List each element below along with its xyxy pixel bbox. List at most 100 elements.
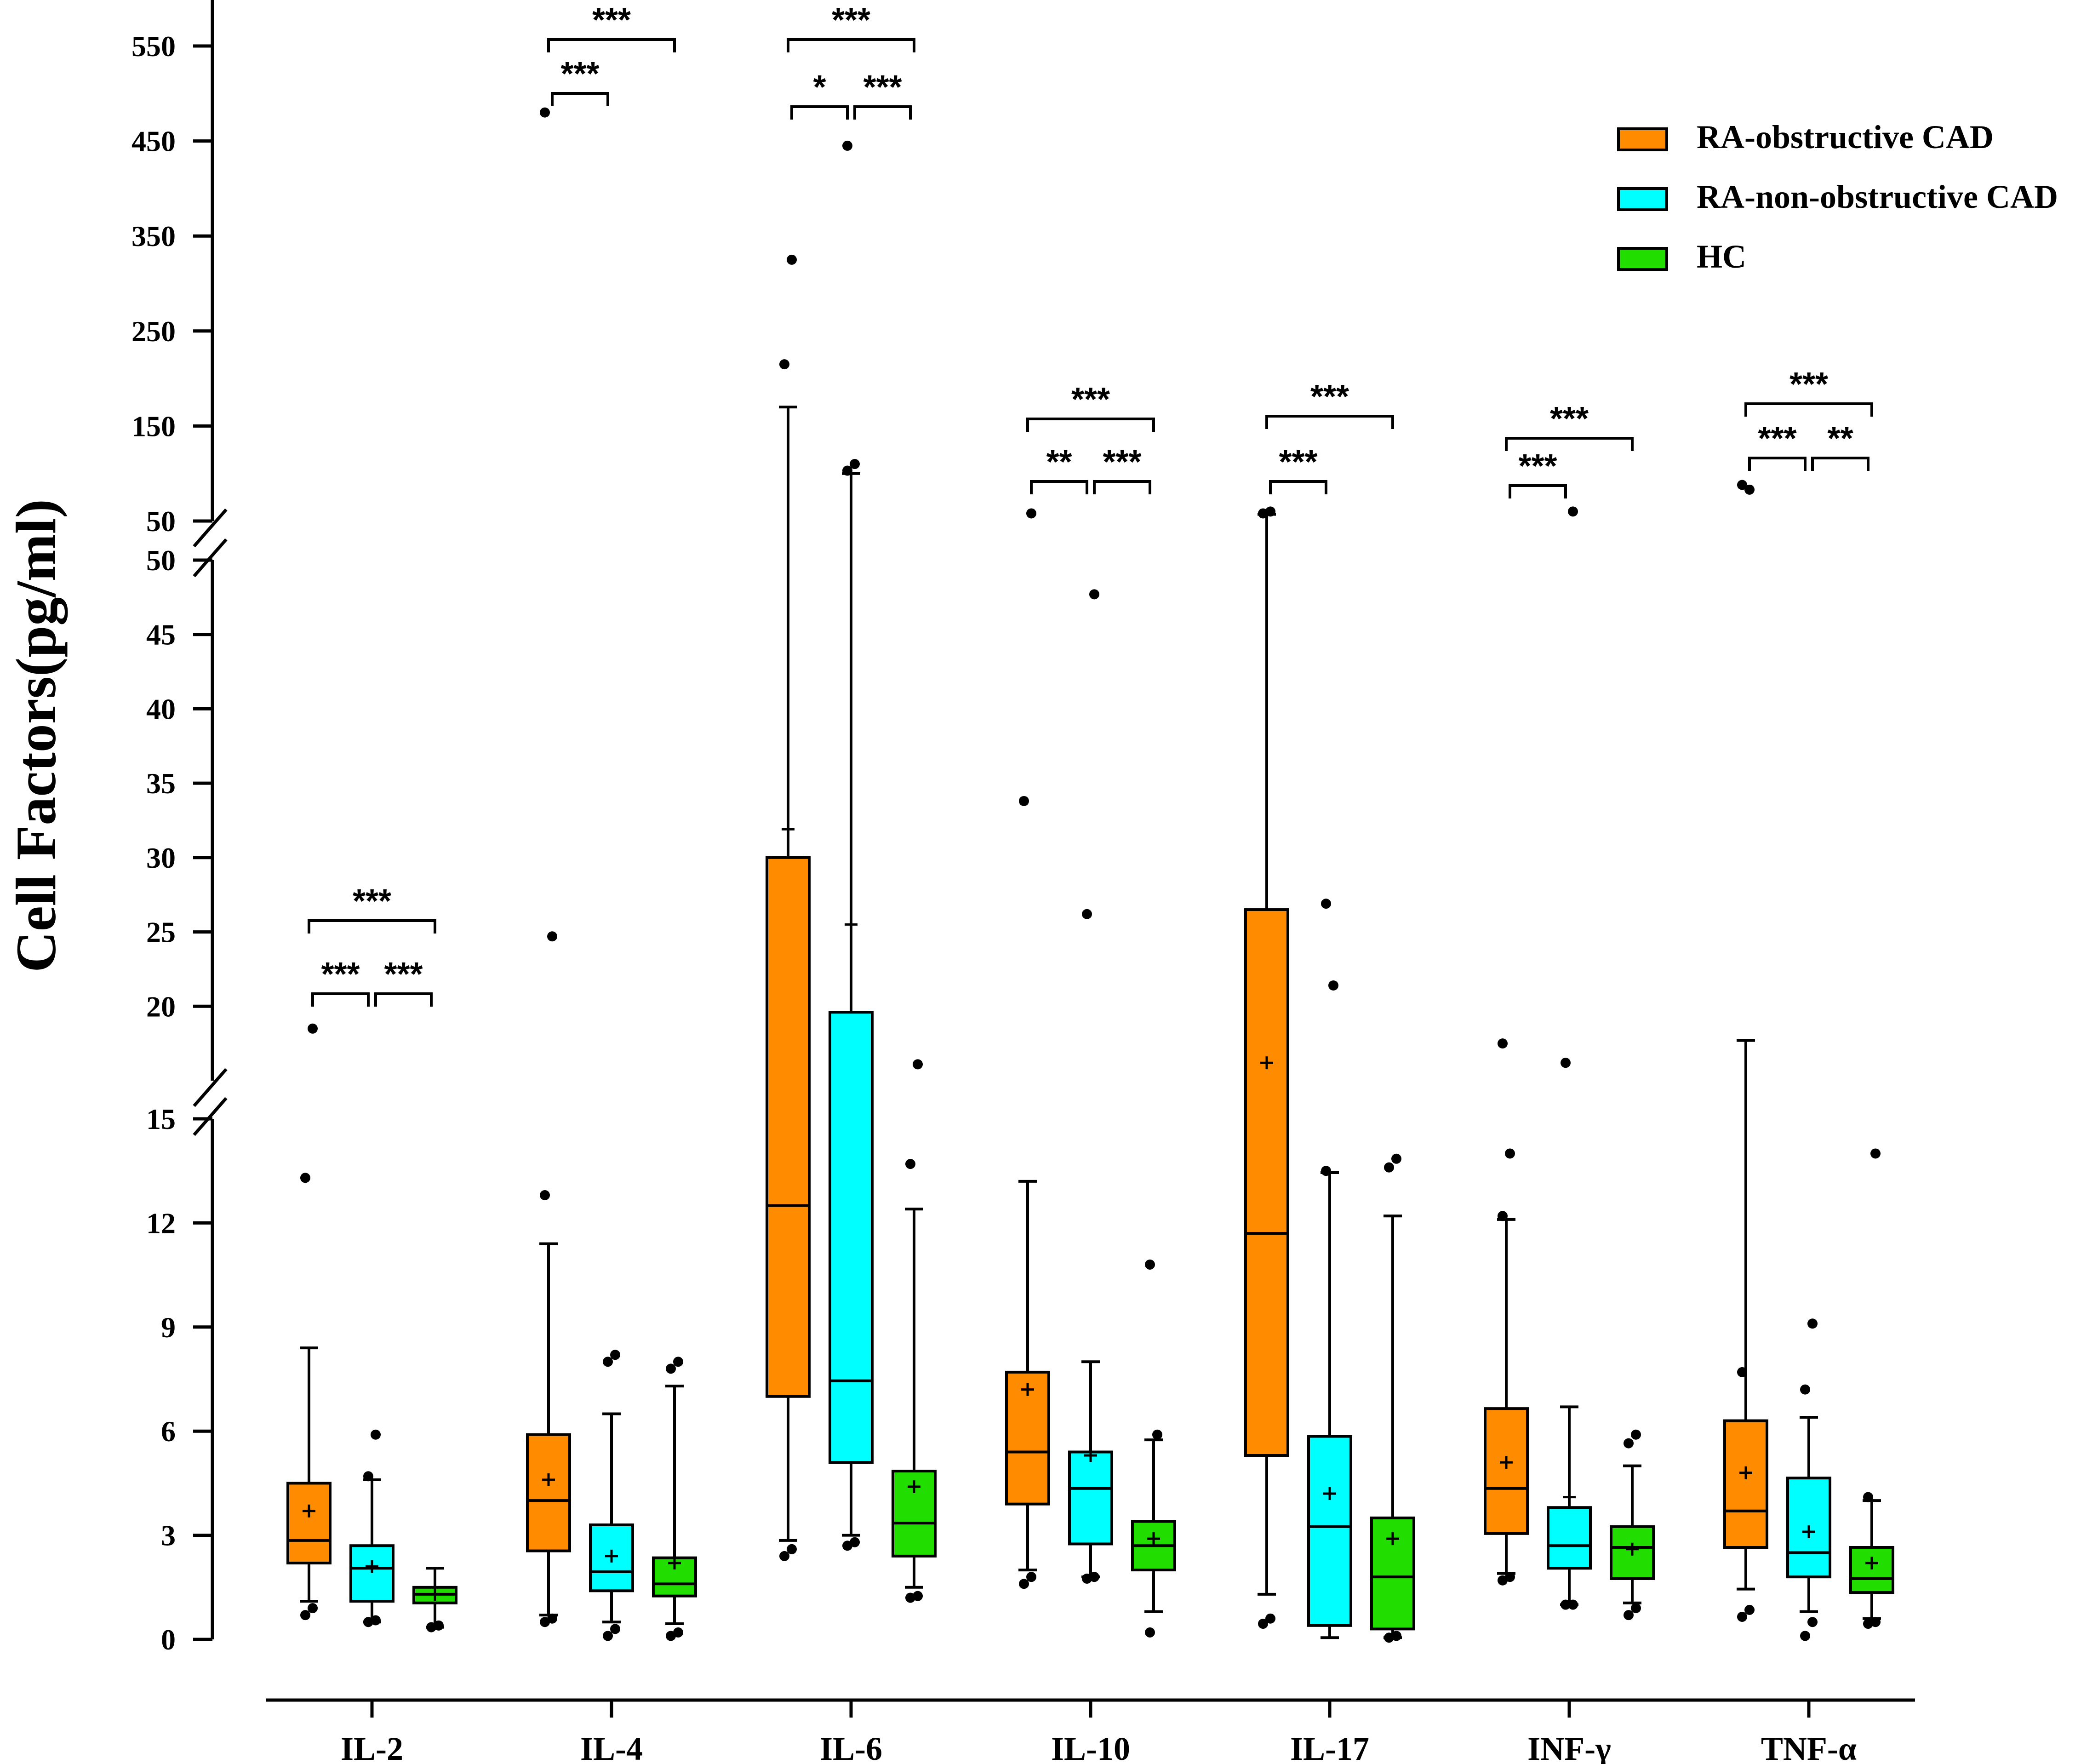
y-tick-label: 0 <box>161 1623 176 1656</box>
legend-item: HC <box>1617 238 1746 275</box>
outlier-point <box>1321 1166 1331 1176</box>
significance-label: *** <box>1758 420 1796 457</box>
significance-layer: *** ************* ******** ****************… <box>308 2 1873 1007</box>
outlier-point <box>850 1537 860 1547</box>
significance-label: *** <box>592 2 631 39</box>
outlier-point <box>1145 1259 1155 1270</box>
outlier-point <box>1265 506 1275 517</box>
boxes-layer <box>286 107 1894 1643</box>
box-IL-4-HC <box>652 1357 697 1641</box>
bracket-line <box>1026 418 1155 432</box>
outlier-point <box>603 1357 613 1367</box>
box-IL-6-RA-obstructive-CAD <box>766 254 811 1561</box>
box-INF-γ-RA-non-obstructive-CAD <box>1547 506 1592 1610</box>
outlier-point <box>1800 1384 1810 1395</box>
y-tick-label: 350 <box>131 220 176 252</box>
legend-item: RA-obstructive CAD <box>1617 119 1994 155</box>
significance-label: *** <box>832 2 870 39</box>
significance-label: *** <box>1789 366 1828 403</box>
x-tick-label-TNF-α: TNF-α <box>1761 1730 1857 1764</box>
outlier-point <box>1624 1610 1634 1621</box>
bracket-line <box>1265 415 1394 429</box>
axes-layer: 0 3 6 9 12 15 20 25 30 35 40 45 50 50 150 250 350 450 550 I… <box>131 0 1915 1764</box>
outlier-point <box>1505 1148 1515 1159</box>
outlier-point <box>1561 1058 1571 1068</box>
significance-bracket: *** <box>547 2 676 52</box>
significance-bracket: ** <box>1030 444 1088 494</box>
significance-bracket: *** <box>1505 401 1634 451</box>
box-IL-17-RA-non-obstructive-CAD <box>1307 899 1352 1639</box>
y-tick-label: 550 <box>131 30 176 63</box>
outlier-point <box>547 1613 557 1624</box>
bracket-line <box>1744 402 1873 417</box>
axis-break-mark <box>193 1068 228 1107</box>
y-tick-label: 150 <box>131 410 176 442</box>
x-tick-label-INF-γ: INF-γ <box>1527 1730 1611 1764</box>
box-iqr <box>286 1482 332 1564</box>
axis-break-mark <box>193 1097 228 1136</box>
bracket-line <box>787 38 915 52</box>
outlier-point <box>1152 1429 1162 1440</box>
outlier-point <box>1744 1604 1755 1615</box>
box-IL-2-RA-non-obstructive-CAD <box>349 1429 394 1627</box>
significance-bracket: * <box>790 69 849 120</box>
outlier-point <box>666 1363 676 1374</box>
significance-bracket: *** <box>1748 420 1807 471</box>
significance-label: *** <box>1279 444 1317 481</box>
bracket-line <box>308 919 436 934</box>
outlier-point <box>779 359 789 370</box>
outlier-point <box>1026 1572 1036 1582</box>
outlier-point <box>1807 1617 1818 1627</box>
outlier-point <box>1863 1492 1873 1502</box>
box-iqr <box>1547 1506 1592 1570</box>
significance-label: *** <box>321 956 360 993</box>
box-IL-6-RA-non-obstructive-CAD <box>829 140 874 1551</box>
bracket-line <box>1748 457 1807 471</box>
y-tick-label: 50 <box>146 505 176 538</box>
legend-swatch <box>1617 247 1668 271</box>
x-tick-label-IL-4: IL-4 <box>580 1730 643 1764</box>
x-tick-label-IL-2: IL-2 <box>341 1730 403 1764</box>
bracket-line <box>1505 437 1634 451</box>
outlier-point <box>300 1173 310 1183</box>
box-IL-4-RA-obstructive-CAD <box>526 107 571 1627</box>
outlier-point <box>371 1615 381 1626</box>
outlier-point <box>1498 1211 1508 1221</box>
outlier-point <box>1019 1579 1029 1589</box>
x-tick-label-IL-10: IL-10 <box>1051 1730 1130 1764</box>
outlier-point <box>540 1190 550 1201</box>
box-IL-17-HC <box>1370 1153 1415 1643</box>
outlier-point <box>1089 1572 1099 1582</box>
outlier-point <box>300 1610 310 1621</box>
box-IL-6-HC <box>892 1059 937 1603</box>
outlier-point <box>1082 909 1092 919</box>
y-tick-label: 50 <box>146 544 176 577</box>
box-iqr <box>1307 1435 1352 1627</box>
bracket-line <box>1030 480 1088 494</box>
significance-bracket: *** <box>1269 444 1327 494</box>
significance-label: *** <box>1518 448 1557 485</box>
significance-bracket: *** <box>787 2 915 52</box>
significance-bracket: *** <box>374 956 433 1007</box>
significance-bracket: *** <box>1509 448 1567 498</box>
box-TNF-α-HC <box>1849 1148 1894 1629</box>
outlier-point <box>1505 1572 1515 1582</box>
y-axis-title: Cell Factors(pg/ml) <box>5 499 68 973</box>
significance-label: *** <box>1550 401 1589 437</box>
significance-label: *** <box>863 69 902 106</box>
significance-bracket: *** <box>1026 381 1155 432</box>
box-iqr <box>766 856 811 1398</box>
box-iqr <box>349 1544 394 1603</box>
outlier-point <box>1384 1162 1394 1173</box>
outlier-point <box>1391 1631 1401 1641</box>
significance-label: *** <box>384 956 423 993</box>
outlier-point <box>1328 980 1338 991</box>
bracket-line <box>790 105 849 120</box>
y-tick-label: 6 <box>161 1415 176 1448</box>
outlier-point <box>1321 899 1331 909</box>
outlier-point <box>1089 589 1099 600</box>
y-tick-label: 20 <box>146 990 176 1023</box>
significance-bracket: *** <box>551 56 609 106</box>
outlier-point <box>1737 1367 1747 1377</box>
